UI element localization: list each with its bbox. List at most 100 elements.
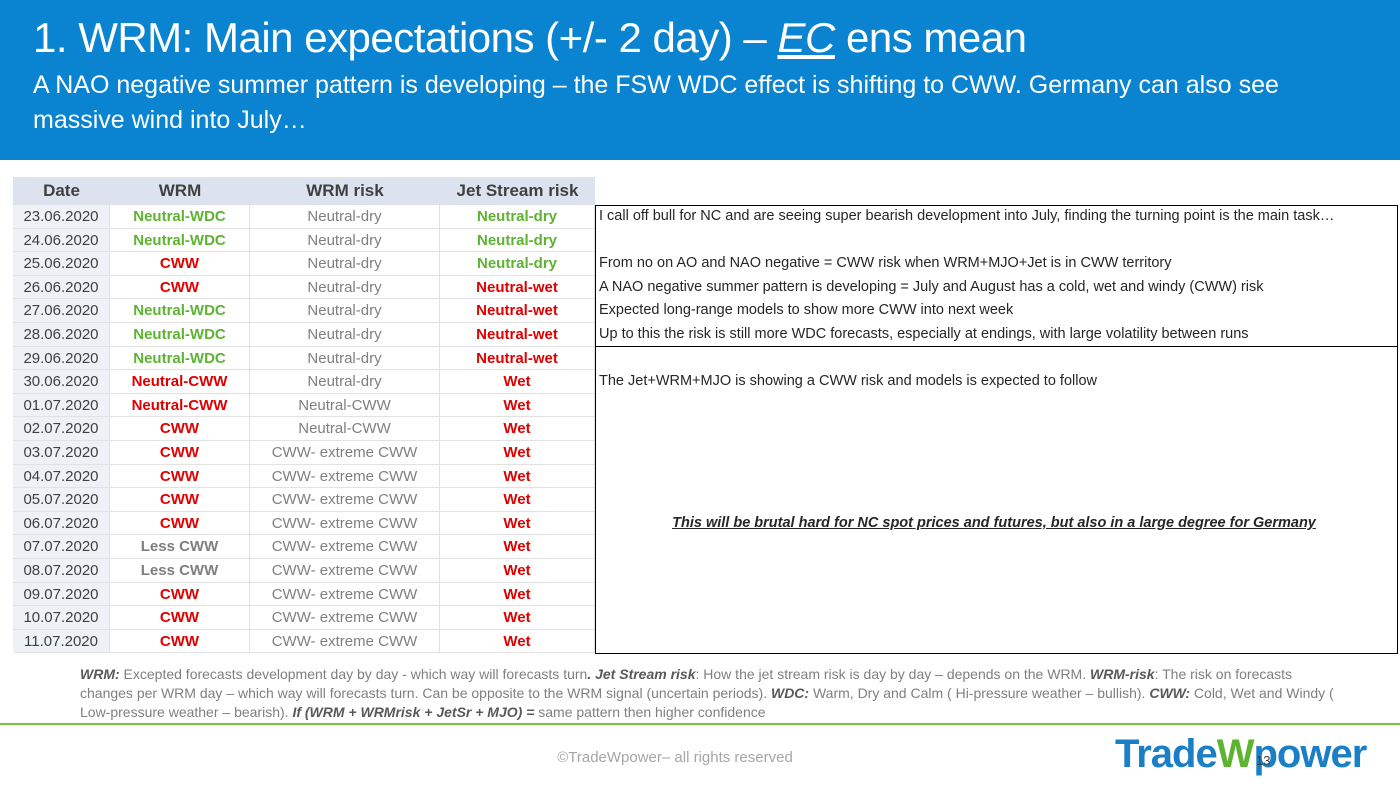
note: Expected long-range models to show more … [599, 302, 1014, 319]
table-cell: Wet [440, 582, 595, 607]
table-cell: Less CWW [110, 559, 250, 583]
table-cell: CWW [110, 606, 250, 630]
note: From no on AO and NAO negative = CWW ris… [599, 255, 1172, 272]
footnote-text: WDC: [770, 685, 810, 701]
title-text: 1. WRM: Main expectations (+/- 2 day) – [33, 14, 767, 61]
footnote-text: CWW: [1149, 685, 1191, 701]
table-cell: Neutral-wet [440, 346, 595, 371]
table-cell: Neutral-dry [440, 228, 595, 253]
table-cell: Neutral-dry [250, 299, 440, 323]
table-cell: CWW [110, 511, 250, 536]
table-cell: CWW- extreme CWW [250, 582, 440, 607]
table-cell: 08.07.2020 [13, 559, 110, 583]
note: This will be brutal hard for NC spot pri… [672, 514, 1316, 531]
table-cell: Neutral-WDC [110, 323, 250, 347]
logo-text: Trade [1115, 732, 1218, 776]
table-cell: CWW- extreme CWW [250, 559, 440, 583]
table-cell: Neutral-dry [250, 275, 440, 300]
table-cell: CWW [110, 488, 250, 512]
table-cell: Wet [440, 464, 595, 489]
table-cell: Neutral-dry [440, 205, 595, 229]
table-cell: Neutral-CWW [250, 417, 440, 441]
table-cell: 10.07.2020 [13, 606, 110, 630]
title: 1. WRM: Main expectations (+/- 2 day) – … [33, 14, 1027, 62]
table-cell: 27.06.2020 [13, 299, 110, 323]
table-cell: Neutral-wet [440, 275, 595, 300]
table-cell: Neutral-dry [440, 252, 595, 276]
table-cell: 26.06.2020 [13, 275, 110, 300]
table-cell: 23.06.2020 [13, 205, 110, 229]
page-number: 13 [1256, 753, 1271, 768]
footnote-text: : The risk on forecasts changes per WRM … [80, 666, 1293, 701]
table-cell: Neutral-CWW [250, 393, 440, 418]
footnote-text: : How the jet stream risk is day by day … [695, 666, 1091, 682]
logo-text: power [1253, 732, 1367, 776]
table-cell: Neutral-WDC [110, 205, 250, 229]
table-cell: Neutral-dry [250, 228, 440, 253]
table-cell: Wet [440, 606, 595, 630]
table-cell: 02.07.2020 [13, 417, 110, 441]
footnote-text: same pattern then higher confidence [534, 704, 766, 720]
table-cell: 28.06.2020 [13, 323, 110, 347]
table-cell: CWW [110, 252, 250, 276]
table-cell: 30.06.2020 [13, 370, 110, 394]
table-cell: Neutral-wet [440, 299, 595, 323]
table-cell: Neutral-dry [250, 252, 440, 276]
table-cell: CWW [110, 464, 250, 489]
logo: TradeWpower [1115, 732, 1367, 777]
table-cell: CWW [110, 417, 250, 441]
column-header: Jet Stream risk [440, 177, 595, 205]
table-cell: 24.06.2020 [13, 228, 110, 253]
table-cell: Neutral-WDC [110, 299, 250, 323]
table-cell: 29.06.2020 [13, 346, 110, 371]
note: The Jet+WRM+MJO is showing a CWW risk an… [599, 373, 1097, 390]
column-header: Date [13, 177, 110, 205]
column-header: WRM [110, 177, 250, 205]
table-cell: Neutral-dry [250, 346, 440, 371]
table-cell: CWW- extreme CWW [250, 606, 440, 630]
table-cell: CWW- extreme CWW [250, 441, 440, 465]
table-cell: CWW [110, 441, 250, 465]
footnote-text: Cold, Wet and Windy ( Low-pressure weath… [80, 685, 1334, 720]
table-cell: 09.07.2020 [13, 582, 110, 607]
title-text: ens mean [845, 14, 1027, 61]
table-cell: 06.07.2020 [13, 511, 110, 536]
table-cell: CWW- extreme CWW [250, 629, 440, 654]
logo-text: W [1216, 732, 1255, 776]
header-band: 1. WRM: Main expectations (+/- 2 day) – … [0, 0, 1400, 160]
footnote-text: If (WRM + WRMrisk + JetSr + MJO) = [292, 704, 535, 720]
table-cell: Neutral-dry [250, 205, 440, 229]
table-cell: 11.07.2020 [13, 629, 110, 654]
table-cell: Wet [440, 488, 595, 512]
column-header: WRM risk [250, 177, 440, 205]
table-cell: 07.07.2020 [13, 535, 110, 559]
subtitle: A NAO negative summer pattern is develop… [33, 71, 1279, 134]
table-cell: Neutral-dry [250, 323, 440, 347]
table-cell: CWW [110, 582, 250, 607]
table-cell: CWW [110, 629, 250, 654]
table-cell: Wet [440, 393, 595, 418]
footnote-text: Warm, Dry and Calm ( Hi-pressure weather… [809, 685, 1150, 701]
footnote-text: . Jet Stream risk [587, 666, 696, 682]
table-cell: Wet [440, 535, 595, 559]
table-cell: Wet [440, 511, 595, 536]
table-cell: CWW- extreme CWW [250, 535, 440, 559]
table-cell: CWW- extreme CWW [250, 464, 440, 489]
table-cell: Neutral-dry [250, 370, 440, 394]
table-cell: Less CWW [110, 535, 250, 559]
copyright: ©TradeWpower– all rights reserved [557, 749, 793, 766]
table-cell: Wet [440, 417, 595, 441]
table-cell: Wet [440, 559, 595, 583]
divider [0, 723, 1400, 725]
table-cell: Wet [440, 370, 595, 394]
table-cell: Wet [440, 441, 595, 465]
table-cell: Neutral-wet [440, 323, 595, 347]
note: Up to this the risk is still more WDC fo… [599, 326, 1249, 342]
table-cell: Neutral-CWW [110, 370, 250, 394]
note: I call off bull for NC and are seeing su… [599, 208, 1335, 224]
footnote-text: Excepted forecasts development day by da… [119, 666, 588, 682]
table-cell: 04.07.2020 [13, 464, 110, 489]
notes-box [595, 346, 1398, 654]
table-cell: Neutral-CWW [110, 393, 250, 418]
